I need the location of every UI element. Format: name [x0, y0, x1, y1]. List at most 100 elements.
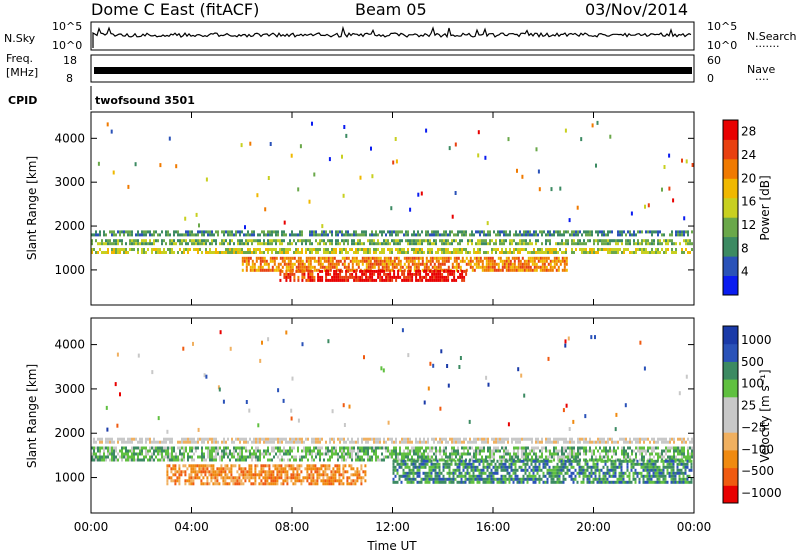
echo-cell [189, 437, 191, 441]
echo-cell [447, 275, 450, 279]
echo-cell [202, 476, 205, 480]
echo-cell [301, 449, 303, 453]
echo-cell [499, 440, 501, 444]
echo-cell [597, 230, 599, 234]
echo-cell [97, 458, 99, 462]
echo-cell [437, 251, 439, 254]
echo-cell [571, 446, 573, 450]
echo-cell [111, 437, 113, 441]
echo-cell [419, 239, 421, 243]
echo-cell [189, 233, 191, 237]
echo-cell [277, 230, 279, 234]
echo-cell [455, 268, 458, 272]
echo-cell [563, 455, 565, 459]
echo-cell [340, 479, 343, 483]
echo-cell-sparse [313, 172, 316, 177]
echo-cell [435, 275, 438, 279]
echo-cell [127, 251, 129, 254]
echo-cell [525, 233, 527, 237]
echo-cell [329, 259, 332, 263]
echo-cell [191, 230, 193, 234]
echo-cell [433, 262, 436, 266]
echo-cell [468, 477, 471, 481]
echo-cell [221, 251, 223, 254]
echo-cell [683, 455, 685, 459]
echo-cell [204, 464, 207, 468]
echo-cell [519, 248, 521, 251]
echo-cell [263, 239, 265, 243]
echo-cell [313, 458, 315, 462]
echo-cell [565, 455, 567, 459]
echo-cell [617, 239, 619, 243]
echo-cell [661, 248, 663, 251]
echo-cell [350, 473, 353, 477]
echo-cell [279, 437, 281, 441]
echo-cell [525, 262, 528, 266]
echo-cell [205, 248, 207, 251]
echo-cell [685, 458, 687, 462]
echo-cell [143, 458, 145, 462]
echo-cell [354, 473, 357, 477]
echo-cell [276, 473, 279, 477]
echo-cell [419, 452, 421, 456]
echo-cell [356, 476, 359, 480]
echo-cell [428, 480, 431, 484]
echo-cell [505, 452, 507, 456]
echo-cell [576, 459, 579, 463]
echo-cell [444, 459, 447, 463]
echo-cell [375, 269, 378, 273]
echo-cell [279, 452, 281, 456]
echo-cell [266, 464, 269, 468]
echo-cell [528, 477, 531, 481]
echo-cell [687, 452, 689, 456]
echo-cell [585, 251, 587, 254]
echo-cell [203, 458, 205, 462]
echo-cell [484, 480, 487, 484]
echo-cell [293, 458, 295, 462]
echo-cell [282, 470, 285, 474]
echo-cell [291, 269, 294, 273]
echo-cell [572, 480, 575, 484]
echo-cell [633, 437, 635, 441]
echo-cell [157, 452, 159, 456]
echo-cell [623, 230, 625, 234]
echo-cell [225, 230, 227, 234]
echo-cell [322, 479, 325, 483]
echo-cell [319, 248, 321, 251]
echo-cell [174, 473, 177, 477]
echo-cell [610, 468, 613, 472]
echo-cell [245, 446, 247, 450]
echo-cell [415, 233, 417, 237]
echo-cell [293, 440, 295, 444]
echo-cell [445, 239, 447, 243]
echo-cell [411, 248, 413, 251]
echo-cell [462, 480, 465, 484]
echo-cell [313, 233, 315, 237]
echo-cell [578, 468, 581, 472]
echo-cell [521, 233, 523, 237]
echo-cell [571, 248, 573, 251]
echo-cell [252, 476, 255, 480]
echo-cell [232, 479, 235, 483]
echo-cell [598, 477, 601, 481]
echo-cell [494, 462, 497, 466]
echo-cell [187, 251, 189, 254]
echo-cell [243, 256, 246, 260]
echo-cell [634, 471, 637, 475]
echo-cell [173, 458, 175, 462]
echo-cell [630, 480, 633, 484]
echo-cell [311, 458, 313, 462]
echo-cell [279, 446, 281, 450]
echo-cell [521, 437, 523, 441]
echo-cell [557, 449, 559, 453]
echo-cell [511, 239, 513, 243]
echo-cell [685, 230, 687, 234]
echo-cell [351, 262, 354, 266]
echo-cell [461, 239, 463, 243]
echo-cell [395, 233, 397, 237]
echo-cell [177, 251, 179, 254]
echo-cell [133, 452, 135, 456]
echo-cell [294, 479, 297, 483]
echo-cell [385, 259, 388, 263]
echo-cell [239, 251, 241, 254]
